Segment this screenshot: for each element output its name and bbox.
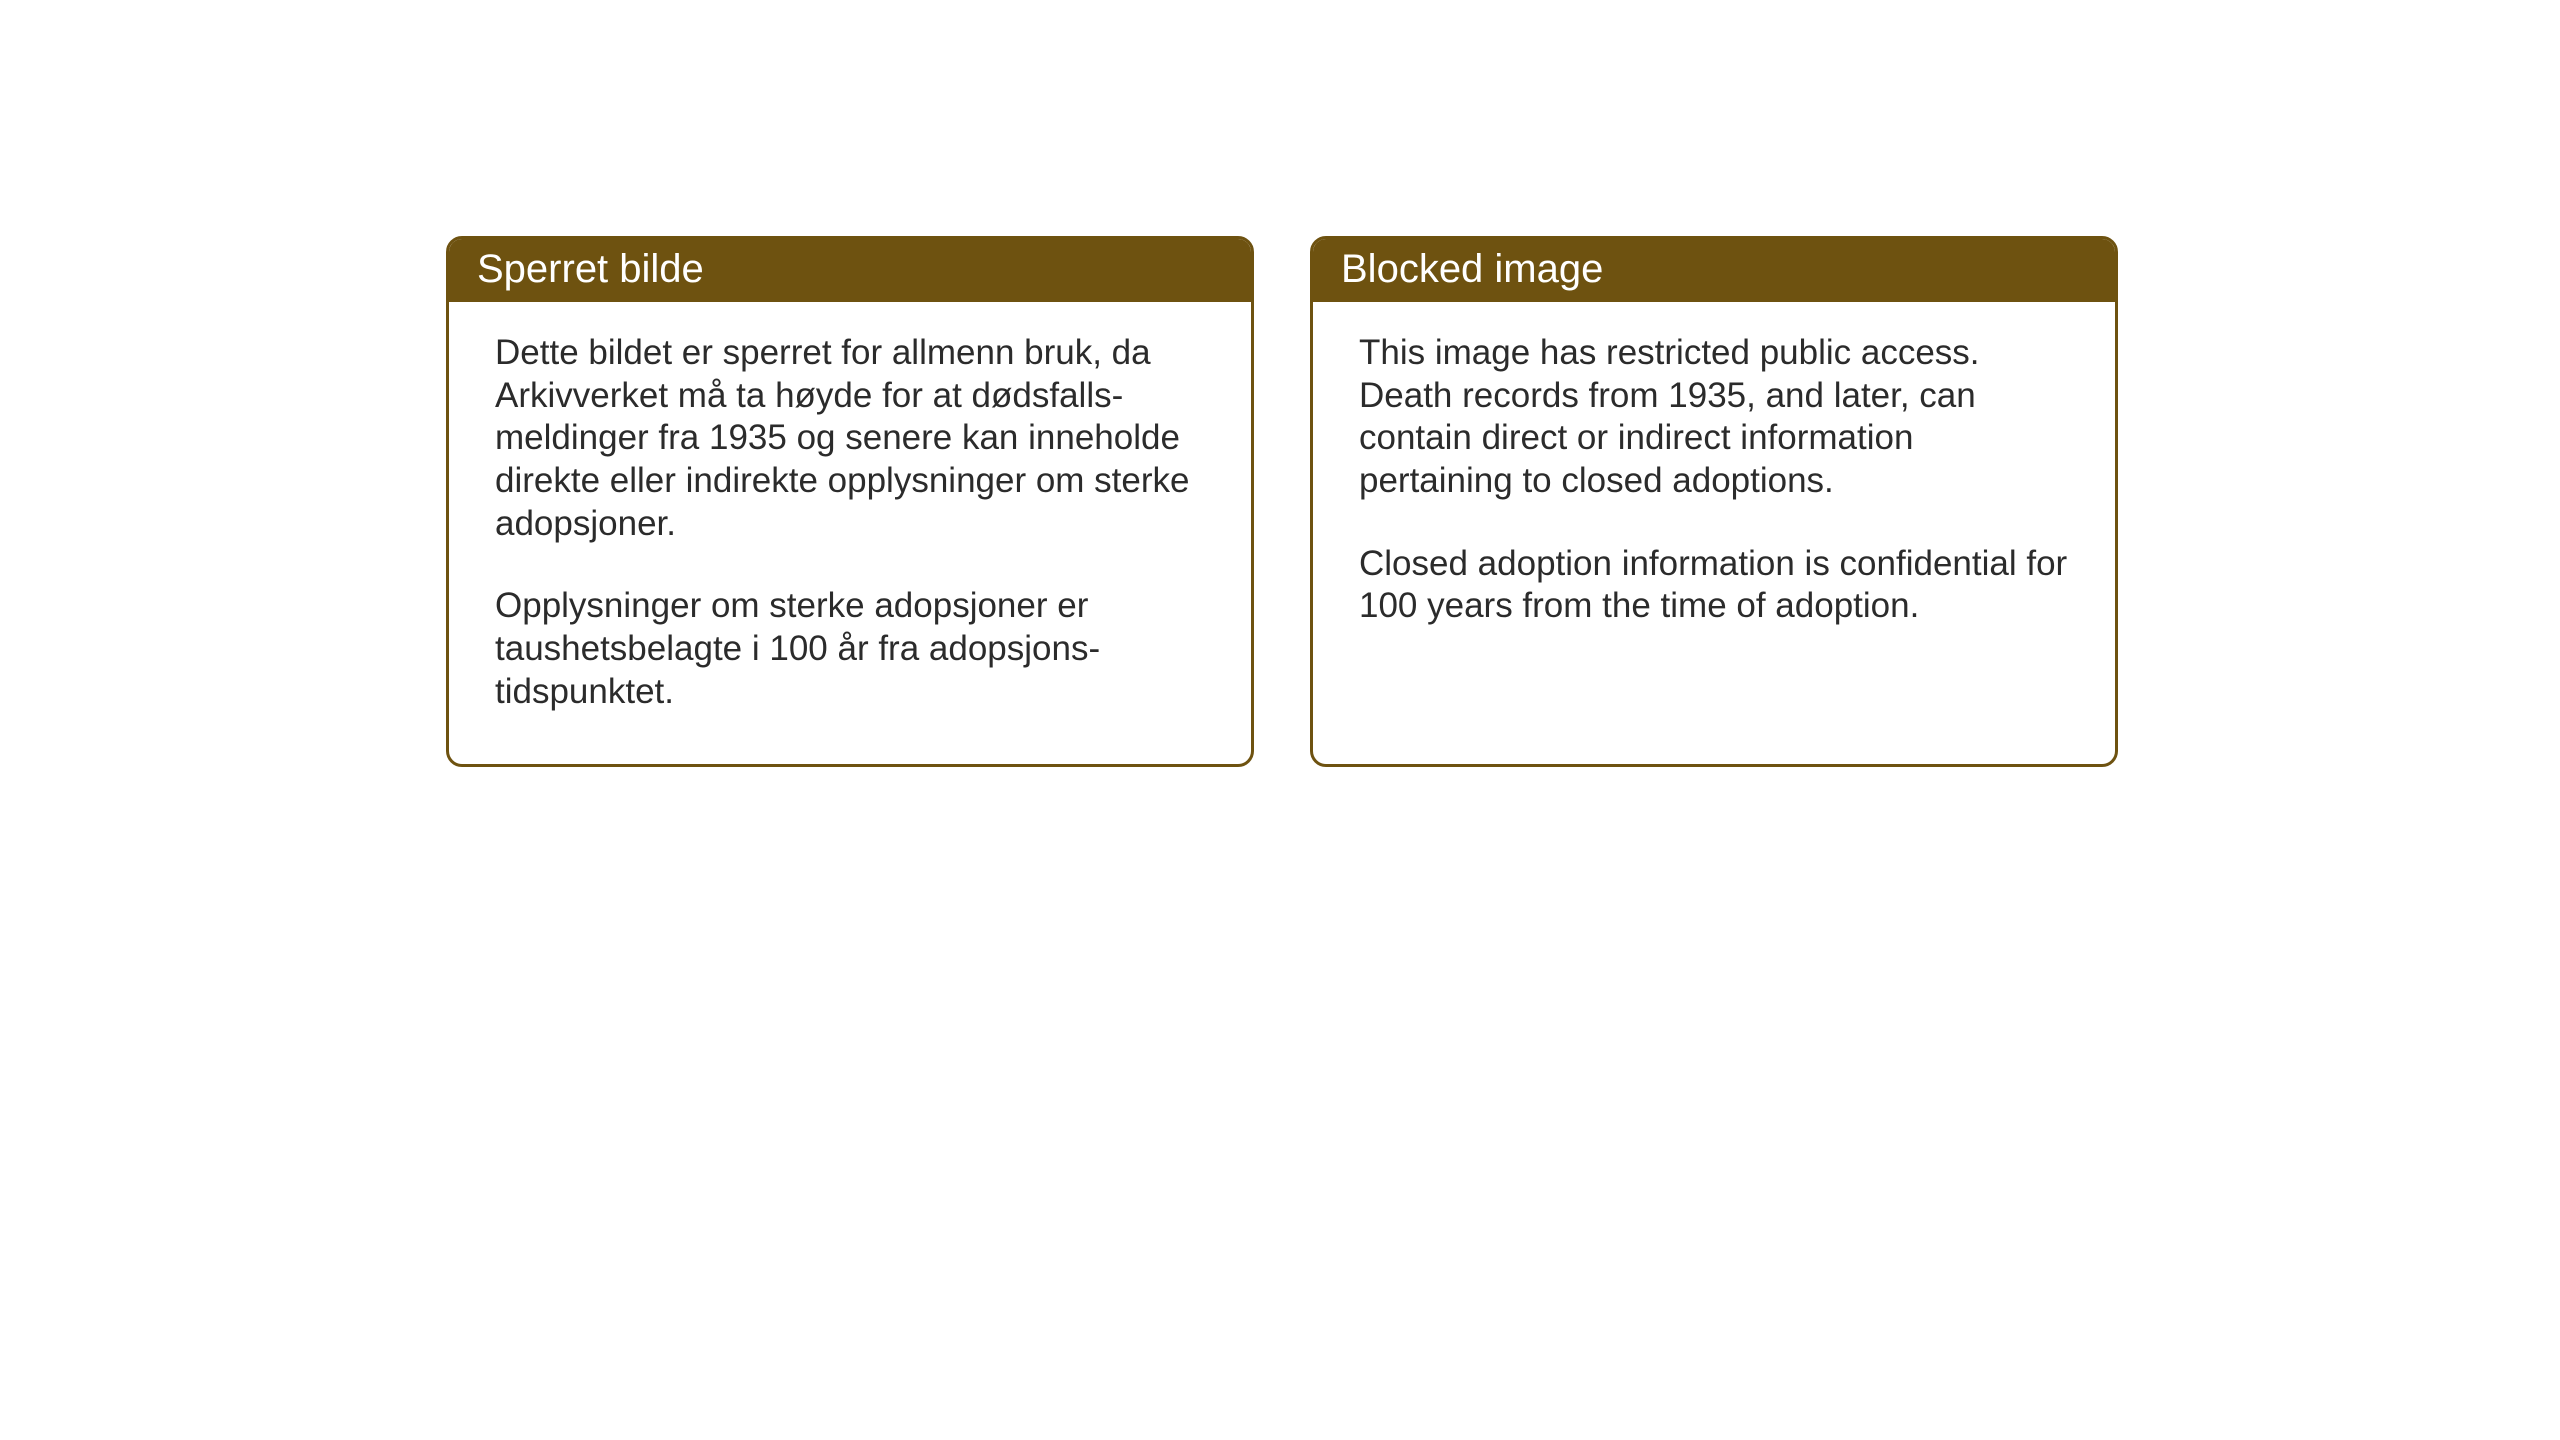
notice-body-english: This image has restricted public access.… bbox=[1313, 302, 2115, 678]
notice-box-norwegian: Sperret bilde Dette bildet er sperret fo… bbox=[446, 236, 1254, 767]
notice-para1-norwegian: Dette bildet er sperret for allmenn bruk… bbox=[495, 332, 1205, 545]
notice-para1-english: This image has restricted public access.… bbox=[1359, 332, 2069, 503]
notice-container: Sperret bilde Dette bildet er sperret fo… bbox=[446, 236, 2118, 767]
notice-para2-norwegian: Opplysninger om sterke adopsjoner er tau… bbox=[495, 585, 1205, 713]
notice-header-english: Blocked image bbox=[1313, 239, 2115, 302]
notice-body-norwegian: Dette bildet er sperret for allmenn bruk… bbox=[449, 302, 1251, 764]
notice-header-norwegian: Sperret bilde bbox=[449, 239, 1251, 302]
notice-para2-english: Closed adoption information is confident… bbox=[1359, 543, 2069, 628]
notice-box-english: Blocked image This image has restricted … bbox=[1310, 236, 2118, 767]
notice-title-norwegian: Sperret bilde bbox=[477, 247, 704, 291]
notice-title-english: Blocked image bbox=[1341, 247, 1603, 291]
